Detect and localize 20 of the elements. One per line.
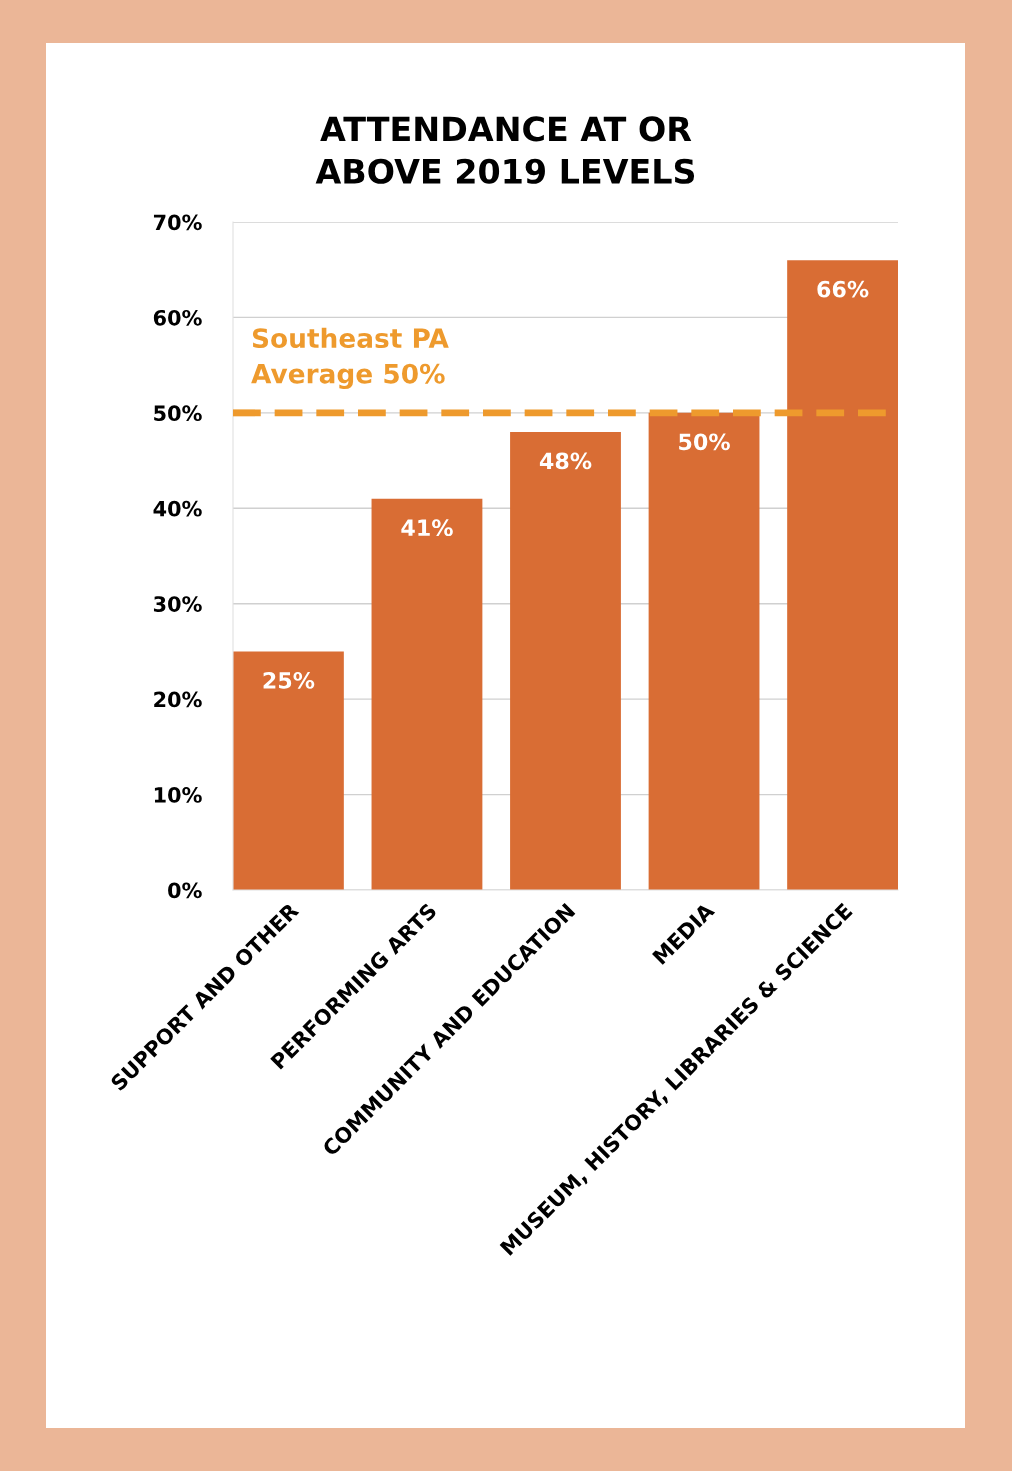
y-tick-label: 70% — [153, 214, 202, 231]
bar — [371, 498, 483, 890]
bar — [787, 260, 898, 890]
y-tick-label: 40% — [153, 500, 202, 517]
y-tick-label: 60% — [153, 309, 202, 326]
y-tick-label: 30% — [153, 596, 202, 612]
data-label: 66% — [817, 280, 869, 298]
bar — [233, 651, 344, 890]
ref-line-label: Southeast PA Average 50% — [251, 327, 449, 389]
bar — [648, 412, 760, 890]
bar — [510, 431, 621, 890]
chart-title: ATTENDANCE AT OR ABOVE 2019 LEVELS — [315, 116, 695, 184]
y-tick-label: 10% — [154, 787, 202, 803]
data-label: 25% — [263, 671, 315, 689]
data-label: 41% — [401, 519, 453, 537]
data-label: 48% — [539, 452, 592, 470]
y-tick-label: 20% — [154, 691, 202, 708]
y-tick-label: 50% — [154, 405, 202, 422]
data-label: 50% — [679, 433, 730, 451]
y-tick-label: 0% — [168, 882, 202, 899]
